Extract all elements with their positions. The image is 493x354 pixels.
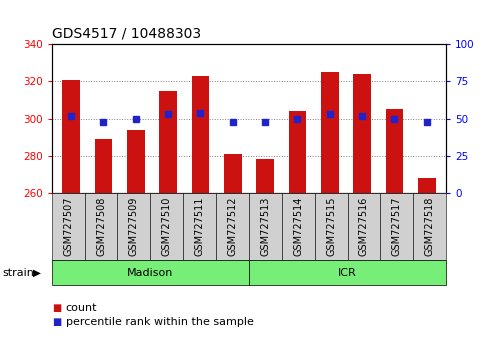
Bar: [224, 154, 242, 193]
Text: GSM727514: GSM727514: [293, 197, 303, 256]
Bar: [256, 159, 274, 193]
Bar: [192, 76, 210, 193]
Bar: [288, 111, 306, 193]
Text: strain: strain: [2, 268, 34, 278]
Bar: [386, 109, 403, 193]
Bar: [353, 74, 371, 193]
Text: ICR: ICR: [338, 268, 357, 278]
Text: GSM727515: GSM727515: [326, 197, 336, 256]
Bar: [127, 130, 145, 193]
Bar: [159, 91, 177, 193]
Text: GSM727513: GSM727513: [260, 197, 270, 256]
Text: GSM727517: GSM727517: [392, 197, 402, 256]
Text: GSM727509: GSM727509: [129, 197, 139, 256]
Text: percentile rank within the sample: percentile rank within the sample: [66, 317, 253, 327]
Bar: [321, 72, 339, 193]
Text: GDS4517 / 10488303: GDS4517 / 10488303: [52, 27, 201, 41]
Text: GSM727516: GSM727516: [359, 197, 369, 256]
Text: GSM727507: GSM727507: [63, 197, 73, 256]
Text: ▶: ▶: [33, 268, 40, 278]
Text: Madison: Madison: [127, 268, 174, 278]
Text: ■: ■: [52, 317, 61, 327]
Text: GSM727510: GSM727510: [162, 197, 172, 256]
Bar: [95, 139, 112, 193]
Bar: [418, 178, 436, 193]
Bar: [62, 80, 80, 193]
Text: count: count: [66, 303, 97, 313]
Text: GSM727511: GSM727511: [195, 197, 205, 256]
Text: ■: ■: [52, 303, 61, 313]
Text: GSM727508: GSM727508: [96, 197, 106, 256]
Text: GSM727518: GSM727518: [425, 197, 435, 256]
Text: GSM727512: GSM727512: [228, 197, 238, 256]
